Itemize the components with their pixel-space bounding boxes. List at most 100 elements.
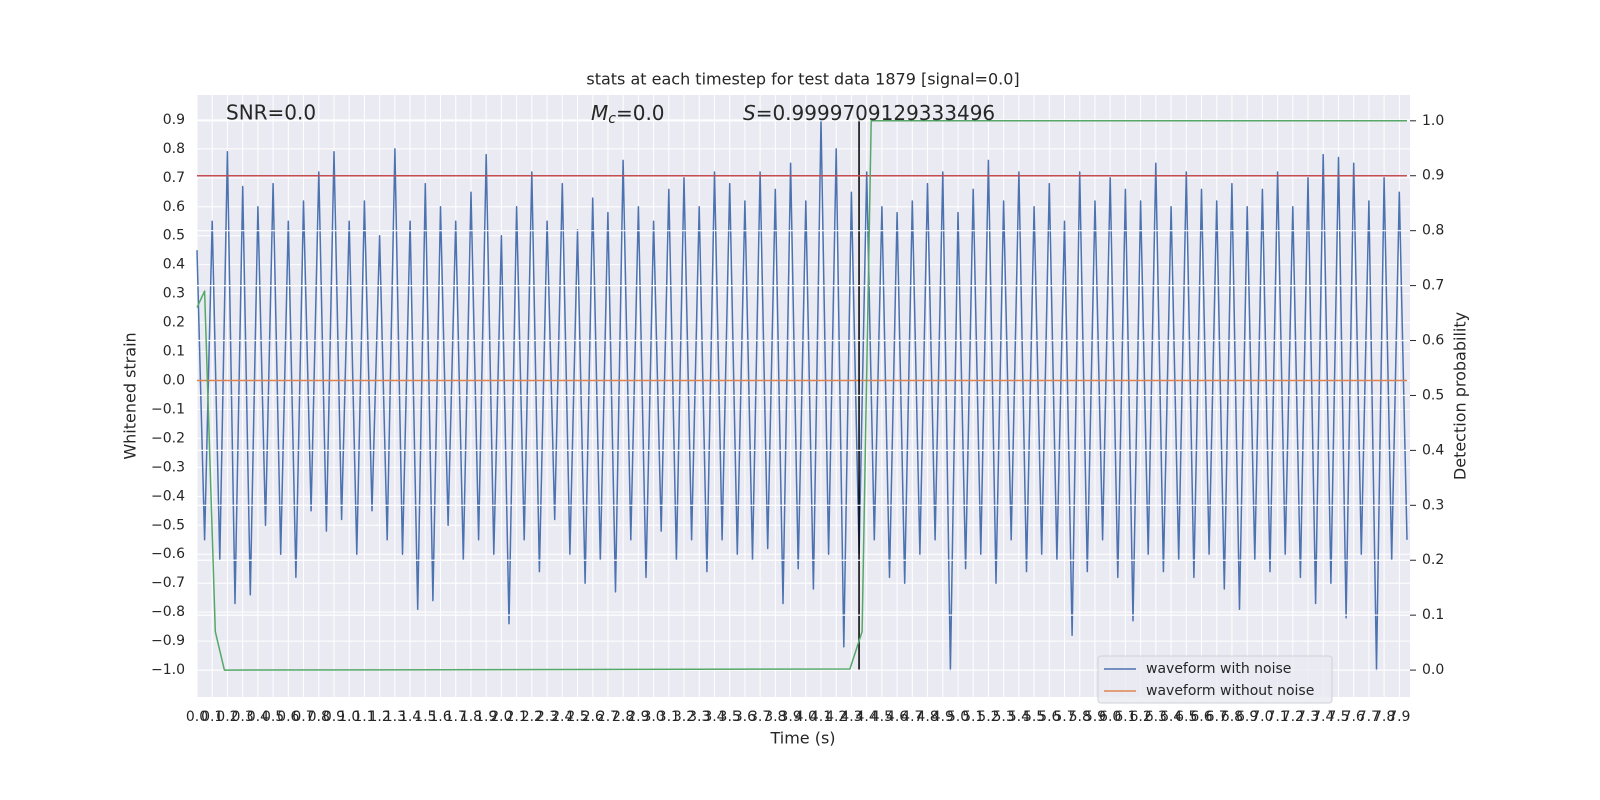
annotation: SNR=0.0 (226, 101, 316, 125)
y-tick-label: 0.0 (163, 373, 185, 389)
x-tick-label: 2.1 (505, 709, 527, 725)
x-tick-label: 4.5 (871, 709, 893, 725)
x-tick-label: 6.4 (1160, 709, 1182, 725)
x-tick-label: 7.1 (1266, 709, 1288, 725)
x-tick-label: 0.7 (292, 709, 314, 725)
x-tick-label: 1.0 (338, 709, 360, 725)
y2-tick-label: 0.8 (1422, 223, 1444, 239)
y-tick-label: −0.3 (151, 459, 185, 475)
annotation-symbol: S (743, 101, 756, 125)
x-tick-label: 1.2 (369, 709, 391, 725)
x-tick-label: 2.4 (551, 709, 573, 725)
x-tick-label: 3.8 (764, 709, 786, 725)
x-tick-label: 1.9 (475, 709, 497, 725)
y-tick-label: −0.4 (151, 488, 185, 504)
x-tick-label: 0.9 (323, 709, 345, 725)
x-tick-label: 6.7 (1206, 709, 1228, 725)
x-tick-label: 1.8 (460, 709, 482, 725)
x-tick-label: 4.6 (886, 709, 908, 725)
x-tick-label: 1.6 (429, 709, 451, 725)
x-tick-label: 6.3 (1145, 709, 1167, 725)
y-tick-label: 0.3 (163, 286, 185, 302)
x-tick-label: 3.6 (734, 709, 756, 725)
x-tick-label: 5.2 (977, 709, 999, 725)
x-tick-label: 4.8 (916, 709, 938, 725)
x-tick-label: 0.1 (201, 709, 223, 725)
y-tick-label: −0.1 (151, 401, 185, 417)
x-tick-label: 0.6 (277, 709, 299, 725)
y2-tick-label: 0.3 (1422, 497, 1444, 513)
x-tick-label: 2.0 (490, 709, 512, 725)
x-tick-label: 5.1 (962, 709, 984, 725)
x-tick-label: 3.1 (658, 709, 680, 725)
x-tick-label: 2.7 (597, 709, 619, 725)
y-tick-label: −0.2 (151, 430, 185, 446)
x-tick-label: 7.5 (1327, 709, 1349, 725)
x-tick-label: 6.2 (1129, 709, 1151, 725)
y2-tick-label: 0.2 (1422, 552, 1444, 568)
y-tick-label: 0.1 (163, 344, 185, 360)
x-tick-label: 7.0 (1251, 709, 1273, 725)
x-tick-label: 3.0 (642, 709, 664, 725)
probability-line (196, 120, 1407, 671)
y2-tick-label: 0.9 (1422, 168, 1444, 184)
x-tick-label: 7.6 (1343, 709, 1365, 725)
x-tick-label: 5.3 (993, 709, 1015, 725)
x-tick-label: 3.9 (779, 709, 801, 725)
series-line (196, 119, 1408, 671)
x-tick-label: 1.4 (399, 709, 421, 725)
x-tick-label: 2.8 (612, 709, 634, 725)
y-tick-label: 0.5 (163, 228, 185, 244)
legend-label: waveform with noise (1146, 661, 1291, 677)
x-tick-label: 6.0 (1099, 709, 1121, 725)
x-tick-label: 2.2 (521, 709, 543, 725)
x-tick-label: 7.3 (1297, 709, 1319, 725)
y-tick-label: 0.2 (163, 315, 185, 331)
y2-tick-label: 1.0 (1422, 113, 1444, 129)
x-tick-label: 6.8 (1221, 709, 1243, 725)
y2-tick-label: 0.7 (1422, 278, 1444, 294)
x-tick-label: 4.2 (825, 709, 847, 725)
y-tick-label: −0.5 (151, 517, 185, 533)
x-tick-label: 5.5 (1023, 709, 1045, 725)
x-tick-label: 5.0 (947, 709, 969, 725)
y-tick-label: −0.6 (151, 546, 185, 562)
annotation-rest: =0.0 (616, 101, 665, 125)
x-tick-label: 6.6 (1190, 709, 1212, 725)
y-axis-label: Whitened strain (121, 332, 140, 459)
x-tick-label: 3.3 (688, 709, 710, 725)
y2-tick-label: 0.5 (1422, 387, 1444, 403)
y-tick-label: −0.8 (151, 604, 185, 620)
x-tick-label: 1.7 (445, 709, 467, 725)
x-tick-label: 7.4 (1312, 709, 1334, 725)
x-tick-label: 4.1 (810, 709, 832, 725)
x-tick-label: 4.0 (795, 709, 817, 725)
x-tick-label: 1.1 (353, 709, 375, 725)
annotation: S=0.9999709129333496 (743, 101, 995, 125)
x-tick-label: 7.9 (1388, 709, 1410, 725)
y-tick-label: 0.6 (163, 199, 185, 215)
x-axis-label: Time (s) (769, 729, 835, 748)
y2-tick-label: 0.4 (1422, 442, 1444, 458)
annotation-rest: =0.9999709129333496 (756, 101, 995, 125)
x-tick-label: 5.6 (1038, 709, 1060, 725)
x-tick-label: 7.7 (1358, 709, 1380, 725)
x-tick-label: 1.3 (384, 709, 406, 725)
x-tick-label: 2.3 (536, 709, 558, 725)
chart-title: stats at each timestep for test data 187… (586, 70, 1019, 89)
x-tick-label: 5.4 (1008, 709, 1030, 725)
x-tick-label: 3.4 (703, 709, 725, 725)
x-tick-label: 3.5 (719, 709, 741, 725)
x-tick-label: 5.7 (1053, 709, 1075, 725)
x-tick-label: 5.8 (1069, 709, 1091, 725)
x-tick-label: 2.5 (566, 709, 588, 725)
x-tick-label: 3.7 (749, 709, 771, 725)
x-tick-label: 6.1 (1114, 709, 1136, 725)
x-tick-label: 0.8 (308, 709, 330, 725)
y2-tick-label: 0.1 (1422, 607, 1444, 623)
x-tick-label: 4.7 (901, 709, 923, 725)
x-tick-label: 5.9 (1084, 709, 1106, 725)
x-tick-label: 3.2 (673, 709, 695, 725)
x-tick-label: 0.5 (262, 709, 284, 725)
annotation: Mc=0.0 (591, 101, 665, 128)
